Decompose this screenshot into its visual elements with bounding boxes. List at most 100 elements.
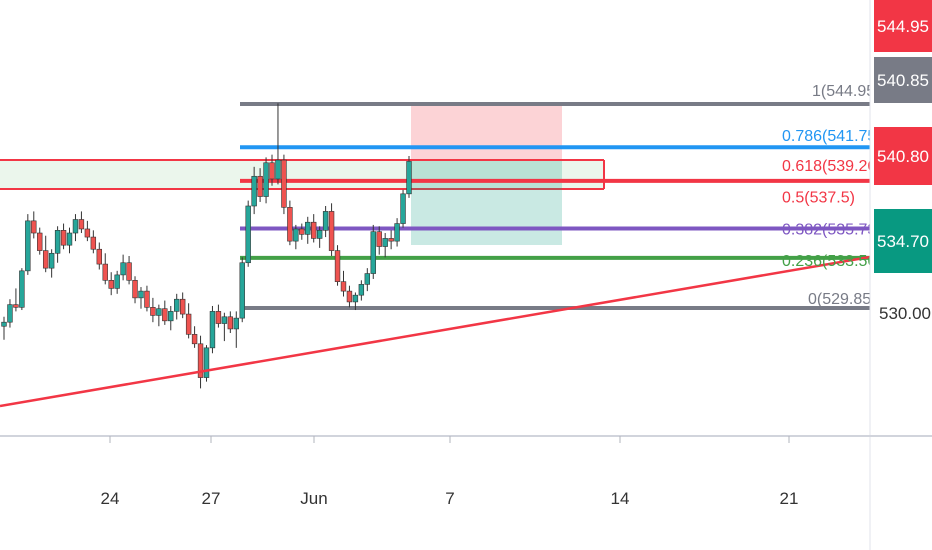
candle-body[interactable] (239, 262, 245, 319)
candle-body[interactable] (388, 238, 394, 242)
candle-body[interactable] (299, 228, 305, 235)
candle-body[interactable] (364, 273, 371, 285)
candle-body[interactable] (156, 308, 162, 316)
candle-body[interactable] (334, 250, 341, 282)
candle-body[interactable] (275, 159, 281, 180)
candle-body[interactable] (227, 316, 234, 330)
candle-body[interactable] (72, 219, 79, 234)
candle-body[interactable] (132, 280, 138, 299)
fib-level-label: 0.382(535.73) (782, 222, 882, 239)
price-scale-tick: 530.00 (879, 304, 931, 323)
candle-body[interactable] (233, 317, 239, 330)
candle-body[interactable] (263, 162, 269, 197)
fib-level-label: 1(544.95) (812, 83, 881, 100)
candle-body[interactable] (162, 308, 168, 322)
fibonacci-retracement[interactable] (240, 102, 870, 310)
candle-body[interactable] (1, 321, 7, 327)
candle-body[interactable] (66, 232, 73, 246)
fibonacci-labels: 1(544.95) 0.786(541.75) 0.618(539.26) 0.5(5… (782, 83, 882, 308)
candle-body[interactable] (328, 211, 335, 251)
time-tick-label: 14 (611, 489, 630, 508)
candle-body[interactable] (203, 347, 210, 378)
fib-level-label: 0(529.85) (808, 291, 877, 308)
candle-body[interactable] (174, 298, 180, 312)
candle-body[interactable] (346, 290, 353, 303)
candle-body[interactable] (316, 230, 323, 239)
candle-body[interactable] (150, 307, 156, 316)
candle-body[interactable] (138, 290, 144, 299)
fib-level-label: 0.618(539.26) (782, 158, 882, 175)
candle-body[interactable] (102, 263, 108, 281)
candle-body[interactable] (406, 161, 412, 195)
time-tick-label: 27 (202, 489, 221, 508)
candle-body[interactable] (60, 230, 67, 246)
candle-body[interactable] (382, 238, 388, 247)
candle-body[interactable] (179, 298, 186, 315)
candle-body[interactable] (311, 221, 317, 239)
candle-body[interactable] (144, 290, 150, 308)
candle-body[interactable] (394, 223, 400, 242)
candle-body[interactable] (185, 313, 192, 335)
candle-body[interactable] (7, 304, 13, 323)
candle-body[interactable] (96, 248, 102, 265)
fib-level-label: 0.236(533.56) (782, 253, 882, 270)
time-tick-label: 21 (780, 489, 799, 508)
candle-body[interactable] (322, 211, 329, 231)
candle-body[interactable] (25, 220, 31, 272)
rising-trendline[interactable] (0, 255, 871, 408)
price-tag[interactable] (874, 0, 932, 52)
price-tag-label: 534.70 (877, 232, 929, 251)
candle-body[interactable] (37, 232, 43, 251)
candle-body[interactable] (251, 175, 257, 207)
fib-level-label: 0.786(541.75) (782, 128, 882, 145)
candle-body[interactable] (340, 281, 347, 292)
price-tag[interactable] (874, 57, 932, 103)
candlestick-series[interactable] (1, 103, 412, 389)
candle-body[interactable] (31, 220, 37, 234)
candle-body[interactable] (19, 270, 25, 308)
candle-body[interactable] (305, 221, 311, 235)
price-tag[interactable] (874, 209, 932, 273)
candle-body[interactable] (120, 262, 126, 276)
candle-body[interactable] (221, 316, 228, 324)
candle-body[interactable] (13, 304, 19, 308)
candle-body[interactable] (257, 175, 263, 197)
position-stop-zone[interactable] (411, 104, 562, 161)
candle-body[interactable] (293, 228, 299, 242)
candle-body[interactable] (376, 231, 382, 247)
candle-body[interactable] (281, 159, 287, 208)
candle-body[interactable] (358, 284, 365, 296)
candle-body[interactable] (352, 294, 359, 303)
candle-body[interactable] (287, 207, 293, 242)
candle-body[interactable] (269, 162, 275, 180)
price-tag-label: 540.85 (877, 71, 929, 90)
candle-body[interactable] (209, 311, 216, 349)
candle-body[interactable] (215, 311, 222, 324)
candle-body[interactable] (78, 219, 85, 230)
time-tick-label: 7 (445, 489, 454, 508)
candle-body[interactable] (42, 250, 49, 269)
price-scale-tags[interactable]: 544.95 540.85 540.80 534.70 (874, 0, 932, 273)
price-tag-label: 540.80 (877, 147, 929, 166)
candle-body[interactable] (191, 334, 198, 345)
candle-body[interactable] (54, 230, 61, 254)
candle-body[interactable] (168, 311, 174, 322)
candle-body[interactable] (114, 274, 120, 289)
position-target-zone[interactable] (411, 161, 562, 245)
candle-body[interactable] (48, 252, 55, 269)
time-axis[interactable]: 24 27 Jun 7 14 21 (101, 436, 799, 508)
candle-body[interactable] (245, 205, 251, 264)
price-tag[interactable] (874, 127, 932, 185)
support-resistance-zone[interactable] (0, 160, 604, 189)
fib-level-label: 0.5(537.5) (782, 190, 855, 207)
price-tag-label: 544.95 (877, 17, 929, 36)
candle-body[interactable] (84, 228, 91, 238)
candle-body[interactable] (126, 262, 132, 281)
candle-body[interactable] (197, 343, 204, 378)
candle-body[interactable] (370, 231, 376, 274)
candle-body[interactable] (90, 236, 97, 250)
candle-body[interactable] (108, 280, 114, 289)
candle-body[interactable] (400, 193, 406, 224)
